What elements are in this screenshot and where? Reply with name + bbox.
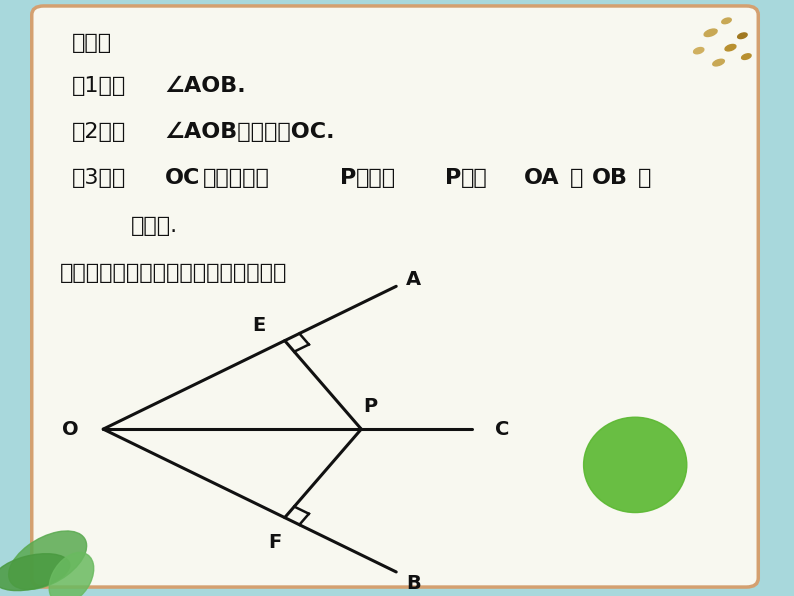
- Text: 的: 的: [638, 168, 651, 188]
- Ellipse shape: [742, 54, 751, 60]
- Text: P: P: [445, 168, 461, 188]
- Ellipse shape: [722, 18, 731, 24]
- Text: 那么这两条垂线段有怎样的数量关系？: 那么这两条垂线段有怎样的数量关系？: [60, 263, 287, 284]
- Ellipse shape: [49, 552, 94, 596]
- Text: C: C: [495, 420, 510, 439]
- Ellipse shape: [584, 417, 687, 513]
- Text: OC: OC: [165, 168, 201, 188]
- Text: P: P: [340, 168, 356, 188]
- Text: ∠AOB的平分线OC.: ∠AOB的平分线OC.: [164, 122, 335, 142]
- Text: E: E: [252, 316, 266, 335]
- Text: 、: 、: [570, 168, 584, 188]
- Ellipse shape: [738, 33, 747, 39]
- Text: （1）画: （1）画: [71, 76, 125, 97]
- Text: A: A: [406, 269, 422, 288]
- Text: 上任取一点: 上任取一点: [202, 168, 269, 188]
- Text: F: F: [268, 533, 282, 552]
- Text: P: P: [364, 397, 378, 416]
- Ellipse shape: [9, 531, 87, 589]
- Ellipse shape: [725, 45, 736, 51]
- Text: （3）在: （3）在: [71, 168, 125, 188]
- Ellipse shape: [713, 59, 724, 66]
- Text: O: O: [62, 420, 78, 439]
- Text: ∠AOB.: ∠AOB.: [164, 76, 246, 97]
- Ellipse shape: [694, 48, 703, 54]
- Text: 垂线段.: 垂线段.: [131, 216, 178, 236]
- Ellipse shape: [704, 29, 717, 36]
- Text: OA: OA: [524, 168, 560, 188]
- Text: ，过点: ，过点: [356, 168, 396, 188]
- Text: 操作：: 操作：: [71, 33, 112, 53]
- Text: B: B: [407, 575, 421, 594]
- Text: （2）作: （2）作: [71, 122, 125, 142]
- FancyBboxPatch shape: [32, 6, 758, 587]
- Text: OB: OB: [592, 168, 627, 188]
- Text: 作边: 作边: [461, 168, 488, 188]
- Ellipse shape: [0, 554, 70, 591]
